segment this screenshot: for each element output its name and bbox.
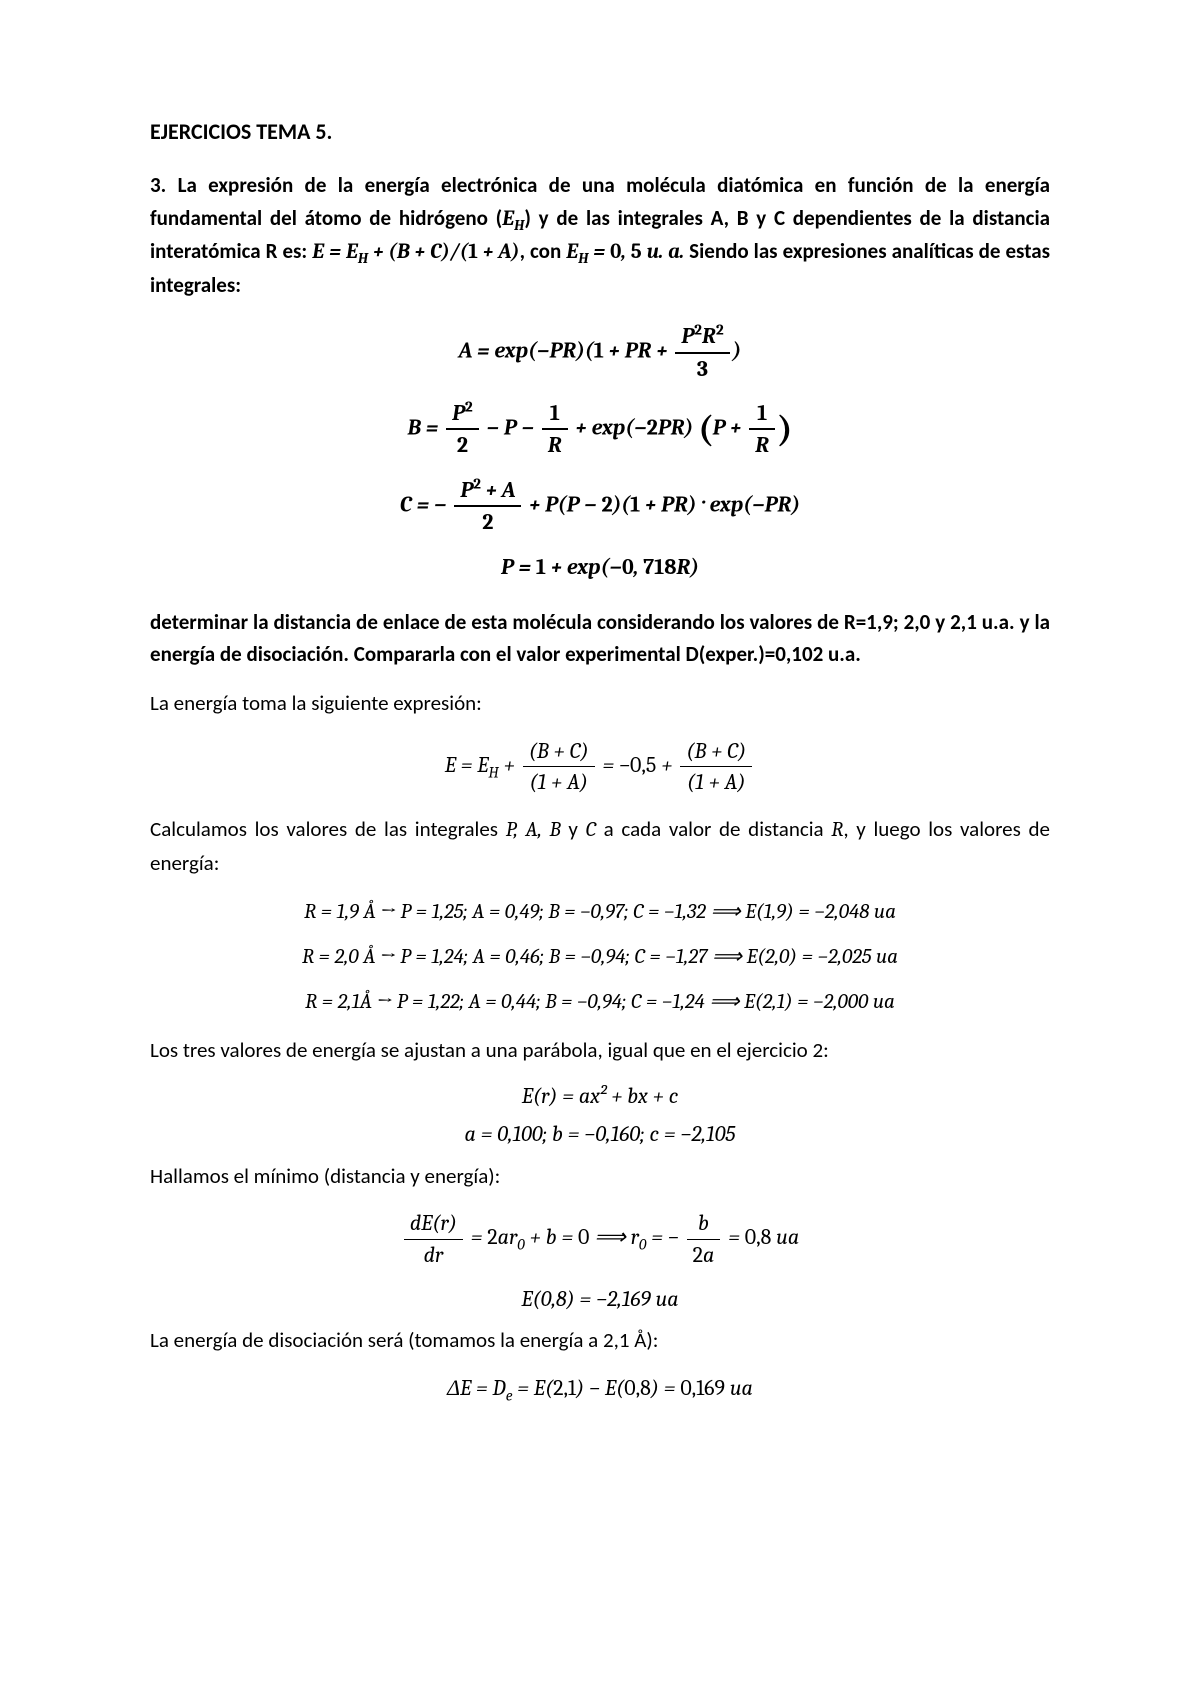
equation-P: P = 1 + exp(−0, 718R)	[150, 554, 1050, 580]
page-title: EJERCICIOS TEMA 5.	[150, 118, 1050, 145]
calculation-lines: R = 1,9 Å → P = 1,25; A = 0,49; B = −0,9…	[150, 899, 1050, 1014]
problem-statement-1: 3. La expresión de la energía electrónic…	[150, 169, 1050, 301]
calc-line-1: R = 1,9 Å → P = 1,25; A = 0,49; B = −0,9…	[150, 899, 1050, 924]
math: E = EH + (B + C)/(1 + A)	[312, 240, 519, 264]
frac-num: P2 + A	[454, 477, 521, 507]
frac-num: (B + C)	[523, 738, 595, 767]
equation-C: C = − P2 + A2 + P(P − 2)(1 + PR) · exp(−…	[150, 477, 1050, 536]
frac-den: 3	[675, 354, 729, 382]
frac-num: b	[687, 1210, 721, 1239]
calc-line-3: R = 2,1Å → P = 1,22; A = 0,44; B = −0,94…	[150, 989, 1050, 1014]
frac-den: R	[542, 430, 568, 458]
math: C	[586, 818, 596, 842]
equation-B: B = P22 − P − 1R + exp(−2PR) (P + 1R)	[150, 400, 1050, 459]
equation-minimum-derivative: dE(r)dr = 2ar0 + b = 0 ⟹ r0 = − b2a = 0,…	[150, 1210, 1050, 1268]
problem-statement-2: determinar la distancia de enlace de est…	[150, 606, 1050, 671]
text: , con	[520, 238, 567, 264]
text: y	[561, 816, 586, 842]
equation-A: A = exp(−PR)(1 + PR + P2R23)	[150, 323, 1050, 382]
paragraph-minimum: Hallamos el mínimo (distancia y energía)…	[150, 1160, 1050, 1193]
document-page: EJERCICIOS TEMA 5. 3. La expresión de la…	[0, 0, 1200, 1519]
frac-den: 2	[446, 430, 479, 458]
frac-num: P2	[446, 400, 479, 430]
equation-group-integrals: A = exp(−PR)(1 + PR + P2R23) B = P22 − P…	[150, 323, 1050, 580]
math: R	[831, 818, 843, 842]
frac-num: 1	[749, 400, 775, 430]
frac-num: P2R2	[675, 323, 729, 353]
equation-deltaE: ΔE = De = E(2,1) − E(0,8) = 0,169 ua	[150, 1375, 1050, 1401]
equation-parabola: E(r) = ax² + bx + c	[150, 1083, 1050, 1109]
math: EH = 0, 5 u. a.	[566, 240, 684, 264]
frac-num: (B + C)	[680, 738, 752, 767]
paragraph-dissociation: La energía de disociación será (tomamos …	[150, 1324, 1050, 1357]
frac-den: dr	[404, 1240, 463, 1268]
frac-den: (1 + A)	[523, 767, 595, 795]
math: EH	[502, 207, 524, 231]
text: Calculamos los valores de las integrales	[150, 816, 506, 842]
equation-E-at-0.8: E(0,8) = −2,169 ua	[150, 1286, 1050, 1312]
text: a cada valor de distancia	[596, 816, 831, 842]
paragraph-parabola: Los tres valores de energía se ajustan a…	[150, 1034, 1050, 1067]
frac-num: 1	[542, 400, 568, 430]
frac-den: (1 + A)	[680, 767, 752, 795]
frac-num: dE(r)	[404, 1210, 463, 1239]
math: P, A, B	[506, 818, 561, 842]
calc-line-2: R = 2,0 Å → P = 1,24; A = 0,46; B = −0,9…	[150, 944, 1050, 969]
equation-E-expanded: E = EH + (B + C)(1 + A) = −0,5 + (B + C)…	[150, 738, 1050, 796]
frac-den: R	[749, 430, 775, 458]
equation-parabola-coeffs: a = 0,100; b = −0,160; c = −2,105	[150, 1121, 1050, 1147]
paragraph-energy-expression: La energía toma la siguiente expresión:	[150, 687, 1050, 720]
paragraph-compute-integrals: Calculamos los valores de las integrales…	[150, 813, 1050, 879]
frac-den: 2a	[687, 1240, 721, 1268]
frac-den: 2	[454, 507, 521, 535]
